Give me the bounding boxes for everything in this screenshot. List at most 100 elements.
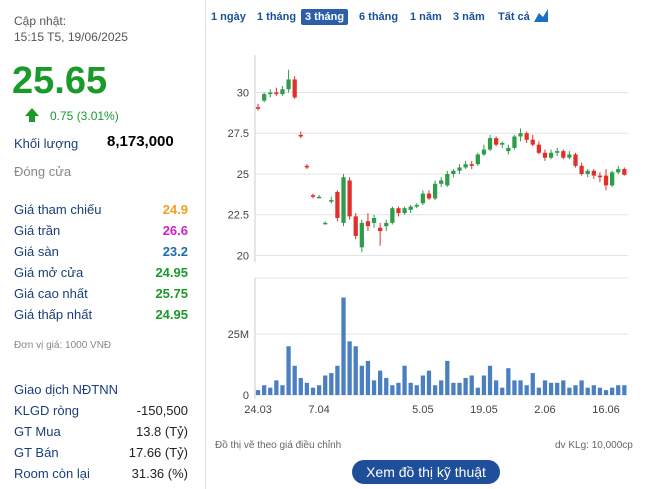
candle-body	[280, 89, 285, 95]
y-tick-label: 27.5	[228, 128, 249, 140]
foreign-label: GT Bán	[14, 445, 59, 460]
candle-body	[548, 152, 554, 158]
candle-body	[335, 191, 340, 218]
volume-bar	[481, 375, 487, 395]
foreign-value: 13.8 (Tỷ)	[135, 424, 188, 439]
foreign-value: -150,500	[136, 403, 188, 418]
foreign-label: GT Mua	[14, 424, 61, 439]
volume-bar	[402, 365, 407, 395]
volume-bar	[396, 382, 401, 395]
volume-bar	[561, 380, 566, 395]
volume-bar	[280, 385, 285, 395]
foreign-value: 31.36 (%)	[131, 466, 188, 481]
volume-bar	[597, 387, 603, 395]
chart: 20 22.5 25 27.5 30 0 25M 24.03 7.04 5.05 19.05 2.06…	[228, 55, 628, 416]
candle-body	[573, 154, 578, 166]
candle-body	[262, 94, 267, 101]
unit-note: Đơn vị giá: 1000 VNĐ	[14, 340, 112, 351]
candle-body	[371, 217, 377, 223]
updated-time: 15:15 T5, 19/06/2025	[14, 30, 128, 44]
volume-bar	[371, 380, 377, 395]
volume-bar	[298, 377, 303, 395]
volume-bar	[457, 382, 462, 395]
candle-body	[591, 170, 596, 176]
candle-body	[384, 222, 389, 227]
candle-body	[451, 170, 456, 174]
volume-bar	[609, 387, 615, 395]
volume-bar	[555, 382, 560, 395]
chart-icon[interactable]	[533, 7, 549, 23]
candle-body	[457, 167, 462, 171]
volume-bar	[347, 341, 352, 395]
candle-body	[414, 204, 419, 207]
price-label: Giá cao nhất	[14, 286, 88, 301]
candle-body	[310, 195, 316, 197]
candle-body	[329, 200, 334, 202]
candle-body	[524, 133, 529, 140]
candle-body	[597, 175, 603, 178]
candle-body	[292, 79, 297, 98]
price-value: 23.2	[162, 244, 188, 259]
price-label: Giá trần	[14, 223, 61, 238]
price-value: 26.6	[162, 223, 188, 238]
candle-body	[402, 208, 407, 214]
x-tick-label: 7.04	[308, 404, 329, 416]
volume-bar	[353, 346, 358, 395]
volume-bar	[310, 387, 316, 395]
volume-bar	[329, 373, 334, 395]
period-tab[interactable]: 1 tháng	[257, 11, 297, 23]
candle-body	[408, 206, 413, 210]
updated-label: Cập nhật:	[14, 14, 67, 28]
separator	[205, 0, 206, 489]
y2-tick-label: 25M	[228, 329, 249, 341]
candle-body	[585, 170, 590, 174]
candle-body	[274, 92, 279, 95]
y-tick-label: 30	[237, 87, 249, 99]
volume-bar	[603, 390, 609, 395]
candle-body	[341, 177, 346, 223]
change: 0.75 (3.01%)	[50, 109, 119, 123]
period-tab[interactable]: Tất cả	[498, 11, 530, 23]
volume-bar	[274, 380, 279, 395]
y-tick-label: 25	[237, 169, 249, 181]
volume-bar	[573, 385, 578, 395]
up-arrow	[25, 108, 39, 122]
price-label: Giá sàn	[14, 244, 59, 259]
candle-body	[304, 165, 310, 168]
volume-bar	[616, 385, 621, 395]
status: Đóng cửa	[14, 164, 72, 179]
volume-bar	[335, 365, 340, 395]
candle-body	[579, 165, 584, 174]
volume-bar	[268, 387, 273, 395]
volume-bar	[359, 365, 364, 395]
candle-body	[494, 138, 499, 145]
candle-body	[365, 221, 371, 227]
period-tab[interactable]: 1 ngày	[211, 11, 246, 23]
volume-bar	[432, 385, 438, 395]
volume-bar	[304, 382, 310, 395]
foreign-label: KLGD ròng	[14, 403, 80, 418]
foreign-label: Room còn lại	[14, 466, 90, 481]
period-tab[interactable]: 6 tháng	[359, 11, 399, 23]
candle-body	[323, 222, 328, 225]
period-tab[interactable]: 3 tháng	[301, 9, 349, 25]
candle-body	[603, 175, 609, 186]
volume-bar	[255, 390, 261, 395]
tech-chart-button[interactable]: Xem đồ thị kỹ thuật	[352, 460, 500, 484]
footer-note: Đồ thị vẽ theo giá điều chỉnh	[215, 440, 342, 451]
volume-bar	[512, 380, 517, 395]
period-tab[interactable]: 1 năm	[410, 11, 442, 23]
volume-bar	[286, 346, 291, 395]
candle-body	[396, 208, 401, 214]
candle-body	[445, 173, 450, 186]
period-tab[interactable]: 3 năm	[453, 11, 485, 23]
x-tick-label: 5.05	[412, 404, 433, 416]
volume-bar	[384, 377, 389, 395]
candle-body	[500, 143, 505, 145]
candle-body	[268, 92, 273, 95]
candle-body	[378, 227, 383, 232]
price-label: Giá tham chiếu	[14, 202, 102, 217]
candle-body	[567, 154, 572, 158]
y-tick-label: 20	[237, 250, 249, 262]
